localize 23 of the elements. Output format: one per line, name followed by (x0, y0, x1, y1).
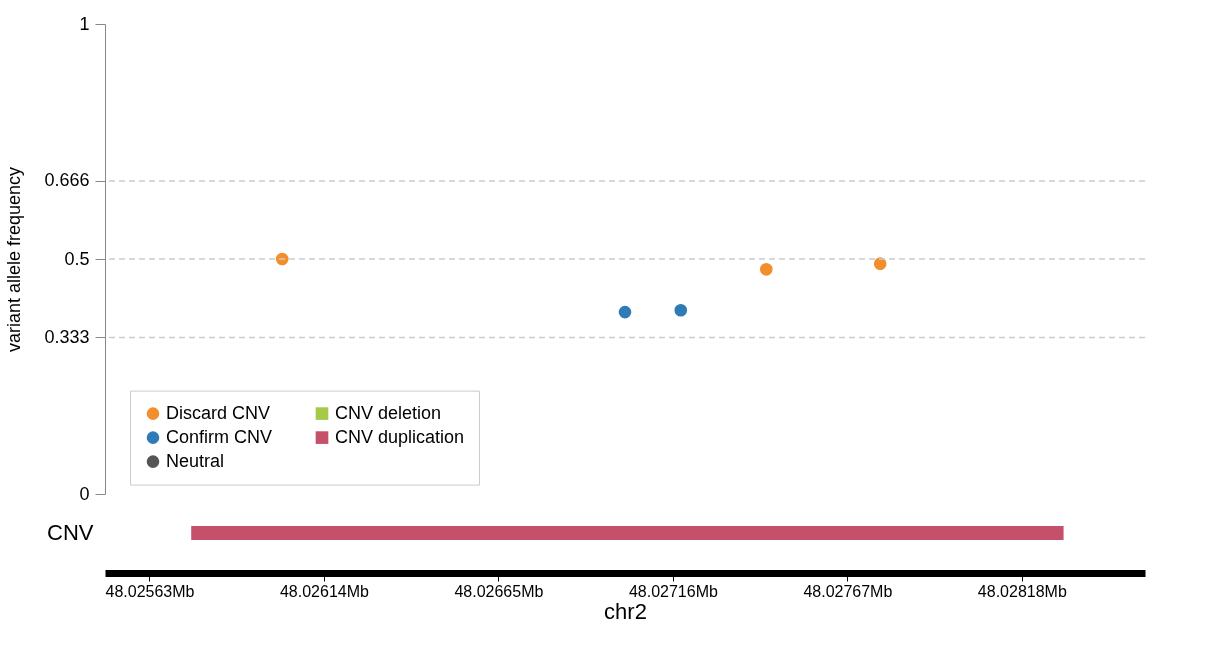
point (674, 303, 688, 317)
x-tick-label: 48.02563Mb (105, 582, 195, 600)
point (873, 257, 887, 271)
point (618, 305, 632, 319)
legend-label: Discard CNV (166, 402, 271, 423)
legend-label: Confirm CNV (166, 426, 273, 447)
legend-label: Neutral (166, 450, 225, 471)
legend-label: CNV deletion (335, 402, 442, 423)
x-tick-label: 48.02767Mb (803, 582, 893, 600)
y-tick-label: 0 (79, 483, 90, 504)
y-tick-label: 0.333 (44, 326, 90, 347)
x-tick-label: 48.02716Mb (628, 582, 718, 600)
y-tick-label: 1 (79, 13, 90, 34)
x-tick-label: 48.02665Mb (454, 582, 544, 600)
y-tick-label: CNV (47, 520, 94, 545)
x-axis-title: chr2 (604, 598, 647, 624)
x-tick-label: 48.02614Mb (279, 582, 370, 600)
x-tick-label: 48.02818Mb (977, 582, 1067, 600)
y-tick-label: 0.666 (44, 170, 90, 191)
y-tick-label: 0.5 (64, 248, 90, 269)
legend-label: CNV duplication (335, 426, 465, 447)
y-axis-title: variant allele frequency (4, 166, 25, 353)
point (759, 263, 773, 276)
